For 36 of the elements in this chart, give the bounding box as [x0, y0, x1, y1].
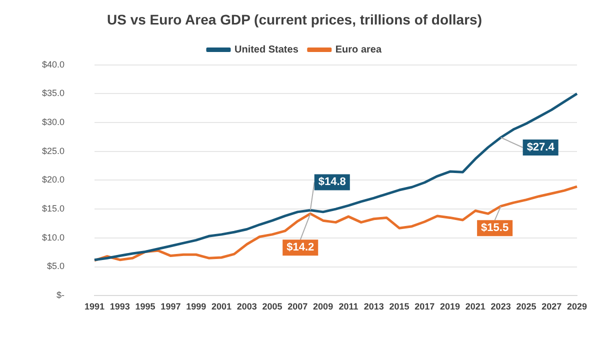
data-label: $15.5	[481, 222, 509, 234]
y-tick-label: $15.0	[42, 204, 65, 214]
data-label: $14.8	[318, 176, 346, 188]
x-tick-label: 2005	[262, 301, 282, 312]
y-tick-label: $25.0	[42, 146, 65, 156]
x-tick-label: 2013	[364, 301, 384, 312]
y-tick-label: $35.0	[42, 88, 65, 98]
y-tick-label: $-	[56, 290, 65, 300]
x-tick-label: 2001	[211, 301, 232, 312]
legend-label: Euro area	[335, 44, 382, 56]
y-tick-label: $20.0	[42, 174, 65, 185]
x-tick-label: 2027	[542, 301, 562, 312]
x-tick-label: 1991	[84, 301, 105, 312]
x-tick-label: 2025	[516, 301, 536, 312]
x-tick-label: 2009	[313, 301, 334, 312]
x-tick-label: 2023	[490, 301, 511, 312]
x-tick-label: 1993	[110, 301, 130, 312]
x-tick-label: 2029	[566, 301, 588, 312]
x-tick-label: 1999	[186, 301, 206, 312]
x-tick-label: 2021	[465, 301, 486, 312]
x-tick-label: 1995	[135, 301, 156, 312]
data-label: $27.4	[526, 142, 556, 154]
data-label: $14.2	[286, 242, 314, 254]
y-tick-label: $10.0	[42, 232, 65, 242]
legend-label: United States	[234, 44, 299, 56]
x-tick-label: 2015	[389, 301, 410, 312]
x-tick-label: 2011	[338, 301, 358, 312]
y-tick-label: $5.0	[46, 261, 65, 272]
y-tick-label: $30.0	[42, 116, 65, 127]
chart-title: US vs Euro Area GDP (current prices, trillions of dollars)	[107, 11, 482, 28]
x-tick-label: 2017	[414, 301, 435, 312]
x-tick-label: 2019	[440, 301, 460, 312]
x-tick-label: 2003	[236, 301, 257, 312]
y-tick-label: $40.0	[42, 59, 65, 70]
x-tick-label: 1997	[160, 301, 181, 312]
x-tick-label: 2007	[288, 301, 308, 312]
